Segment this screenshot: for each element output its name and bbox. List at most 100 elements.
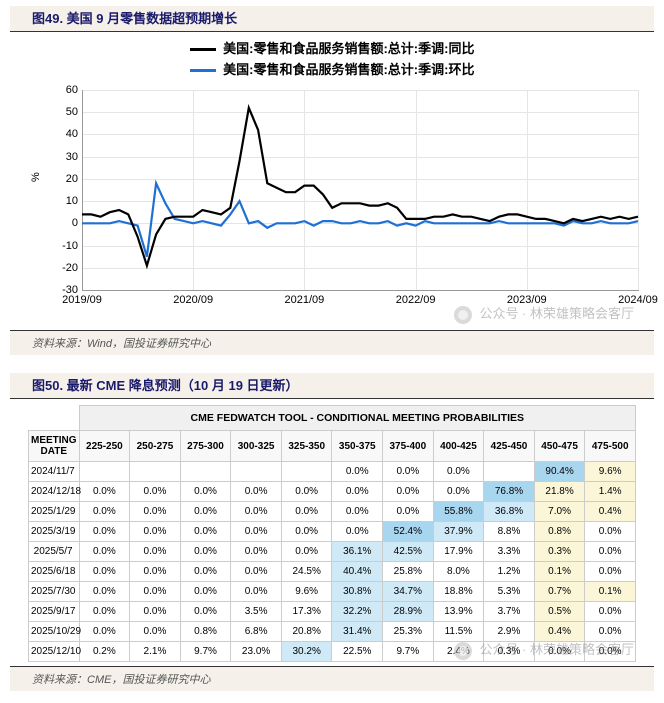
prob-cell (231, 462, 282, 482)
legend-swatch-blue (190, 69, 216, 72)
table-row: 2024/12/180.0%0.0%0.0%0.0%0.0%0.0%0.0%0.… (29, 482, 636, 502)
prob-cell: 0.0% (130, 602, 181, 622)
prob-cell: 0.0% (281, 542, 332, 562)
prob-cell: 18.8% (433, 582, 484, 602)
prob-cell: 40.4% (332, 562, 383, 582)
prob-cell: 0.2% (79, 642, 130, 662)
prob-cell: 9.6% (281, 582, 332, 602)
prob-cell: 0.3% (534, 542, 585, 562)
prob-cell: 7.0% (534, 502, 585, 522)
prob-cell: 34.7% (383, 582, 434, 602)
prob-cell: 0.0% (79, 582, 130, 602)
prob-cell: 0.0% (79, 522, 130, 542)
prob-cell: 2.1% (130, 642, 181, 662)
table-main-title: CME FEDWATCH TOOL - CONDITIONAL MEETING … (79, 406, 635, 431)
legend-label-black: 美国:零售和食品服务销售额:总计:季调:同比 (223, 41, 474, 56)
prob-cell: 0.0% (79, 542, 130, 562)
col-header: 325-350 (281, 431, 332, 462)
prob-cell (79, 462, 130, 482)
col-header: 475-500 (585, 431, 636, 462)
prob-cell: 0.0% (231, 522, 282, 542)
prob-cell: 9.7% (180, 642, 231, 662)
prob-cell: 24.5% (281, 562, 332, 582)
meeting-date-cell: 2025/5/7 (29, 542, 80, 562)
prob-cell: 8.0% (433, 562, 484, 582)
prob-cell: 0.4% (585, 502, 636, 522)
meeting-date-cell: 2024/12/18 (29, 482, 80, 502)
prob-cell: 28.9% (383, 602, 434, 622)
prob-cell: 0.0% (332, 462, 383, 482)
prob-cell: 9.6% (585, 462, 636, 482)
prob-cell: 0.0% (281, 522, 332, 542)
watermark-1: 公众号 · 林荣雄策略会客厅 (454, 303, 634, 324)
x-tick-label: 2021/09 (285, 294, 325, 306)
prob-cell: 0.0% (79, 562, 130, 582)
prob-cell: 21.8% (534, 482, 585, 502)
prob-cell: 36.8% (484, 502, 535, 522)
prob-cell: 9.7% (383, 642, 434, 662)
col-header: 400-425 (433, 431, 484, 462)
meeting-date-cell: 2025/7/30 (29, 582, 80, 602)
prob-cell: 0.0% (180, 502, 231, 522)
prob-cell: 30.8% (332, 582, 383, 602)
col-header: 450-475 (534, 431, 585, 462)
y-tick-label: 50 (48, 106, 78, 118)
prob-cell: 0.0% (383, 502, 434, 522)
prob-cell: 5.3% (484, 582, 535, 602)
prob-cell (130, 462, 181, 482)
prob-cell: 0.0% (180, 562, 231, 582)
prob-cell: 0.1% (534, 562, 585, 582)
meeting-date-cell: 2025/3/19 (29, 522, 80, 542)
meeting-date-cell: 2025/1/29 (29, 502, 80, 522)
prob-cell: 0.0% (231, 582, 282, 602)
prob-cell: 0.0% (130, 502, 181, 522)
col-header: 375-400 (383, 431, 434, 462)
col-header: 300-325 (231, 431, 282, 462)
x-tick-label: 2019/09 (62, 294, 102, 306)
prob-cell: 0.8% (534, 522, 585, 542)
y-tick-label: -20 (48, 262, 78, 274)
prob-cell: 0.0% (231, 482, 282, 502)
prob-cell: 23.0% (231, 642, 282, 662)
prob-cell: 0.0% (281, 502, 332, 522)
figure-50: 图50. 最新 CME 降息预测（10 月 19 日更新） CME FEDWAT… (0, 367, 664, 693)
prob-cell: 32.2% (332, 602, 383, 622)
table-header-row: MEETING DATE 225-250250-275275-300300-32… (29, 431, 636, 462)
prob-cell: 0.0% (231, 542, 282, 562)
prob-cell: 0.0% (332, 482, 383, 502)
prob-cell: 0.0% (130, 622, 181, 642)
col-header: 275-300 (180, 431, 231, 462)
prob-cell: 0.0% (130, 482, 181, 502)
prob-cell: 0.0% (79, 602, 130, 622)
prob-cell: 1.4% (585, 482, 636, 502)
prob-cell: 0.0% (130, 522, 181, 542)
x-tick-label: 2020/09 (173, 294, 213, 306)
prob-cell: 0.7% (534, 582, 585, 602)
prob-cell: 0.0% (433, 482, 484, 502)
prob-cell: 0.0% (180, 522, 231, 542)
y-axis-label: % (30, 172, 42, 182)
prob-cell: 25.8% (383, 562, 434, 582)
prob-cell: 0.0% (585, 542, 636, 562)
prob-cell (484, 462, 535, 482)
meeting-date-cell: 2025/9/17 (29, 602, 80, 622)
prob-cell: 90.4% (534, 462, 585, 482)
prob-cell (281, 462, 332, 482)
y-tick-label: 40 (48, 128, 78, 140)
cme-table: CME FEDWATCH TOOL - CONDITIONAL MEETING … (28, 405, 636, 662)
meeting-date-cell: 2024/11/7 (29, 462, 80, 482)
prob-cell: 0.0% (332, 502, 383, 522)
x-tick-label: 2022/09 (396, 294, 436, 306)
col-header: 225-250 (79, 431, 130, 462)
fig50-source: 资料来源：CME，国投证券研究中心 (10, 666, 654, 691)
prob-cell: 0.0% (79, 482, 130, 502)
legend: 美国:零售和食品服务销售额:总计:季调:同比 美国:零售和食品服务销售额:总计:… (10, 32, 654, 78)
prob-cell: 0.0% (383, 482, 434, 502)
table-row: 2025/5/70.0%0.0%0.0%0.0%0.0%36.1%42.5%17… (29, 542, 636, 562)
prob-cell: 0.0% (180, 482, 231, 502)
table-row: 2024/11/70.0%0.0%0.0%90.4%9.6% (29, 462, 636, 482)
wechat-icon (454, 306, 472, 324)
prob-cell: 0.0% (433, 462, 484, 482)
prob-cell: 17.3% (281, 602, 332, 622)
wechat-icon (454, 642, 472, 660)
